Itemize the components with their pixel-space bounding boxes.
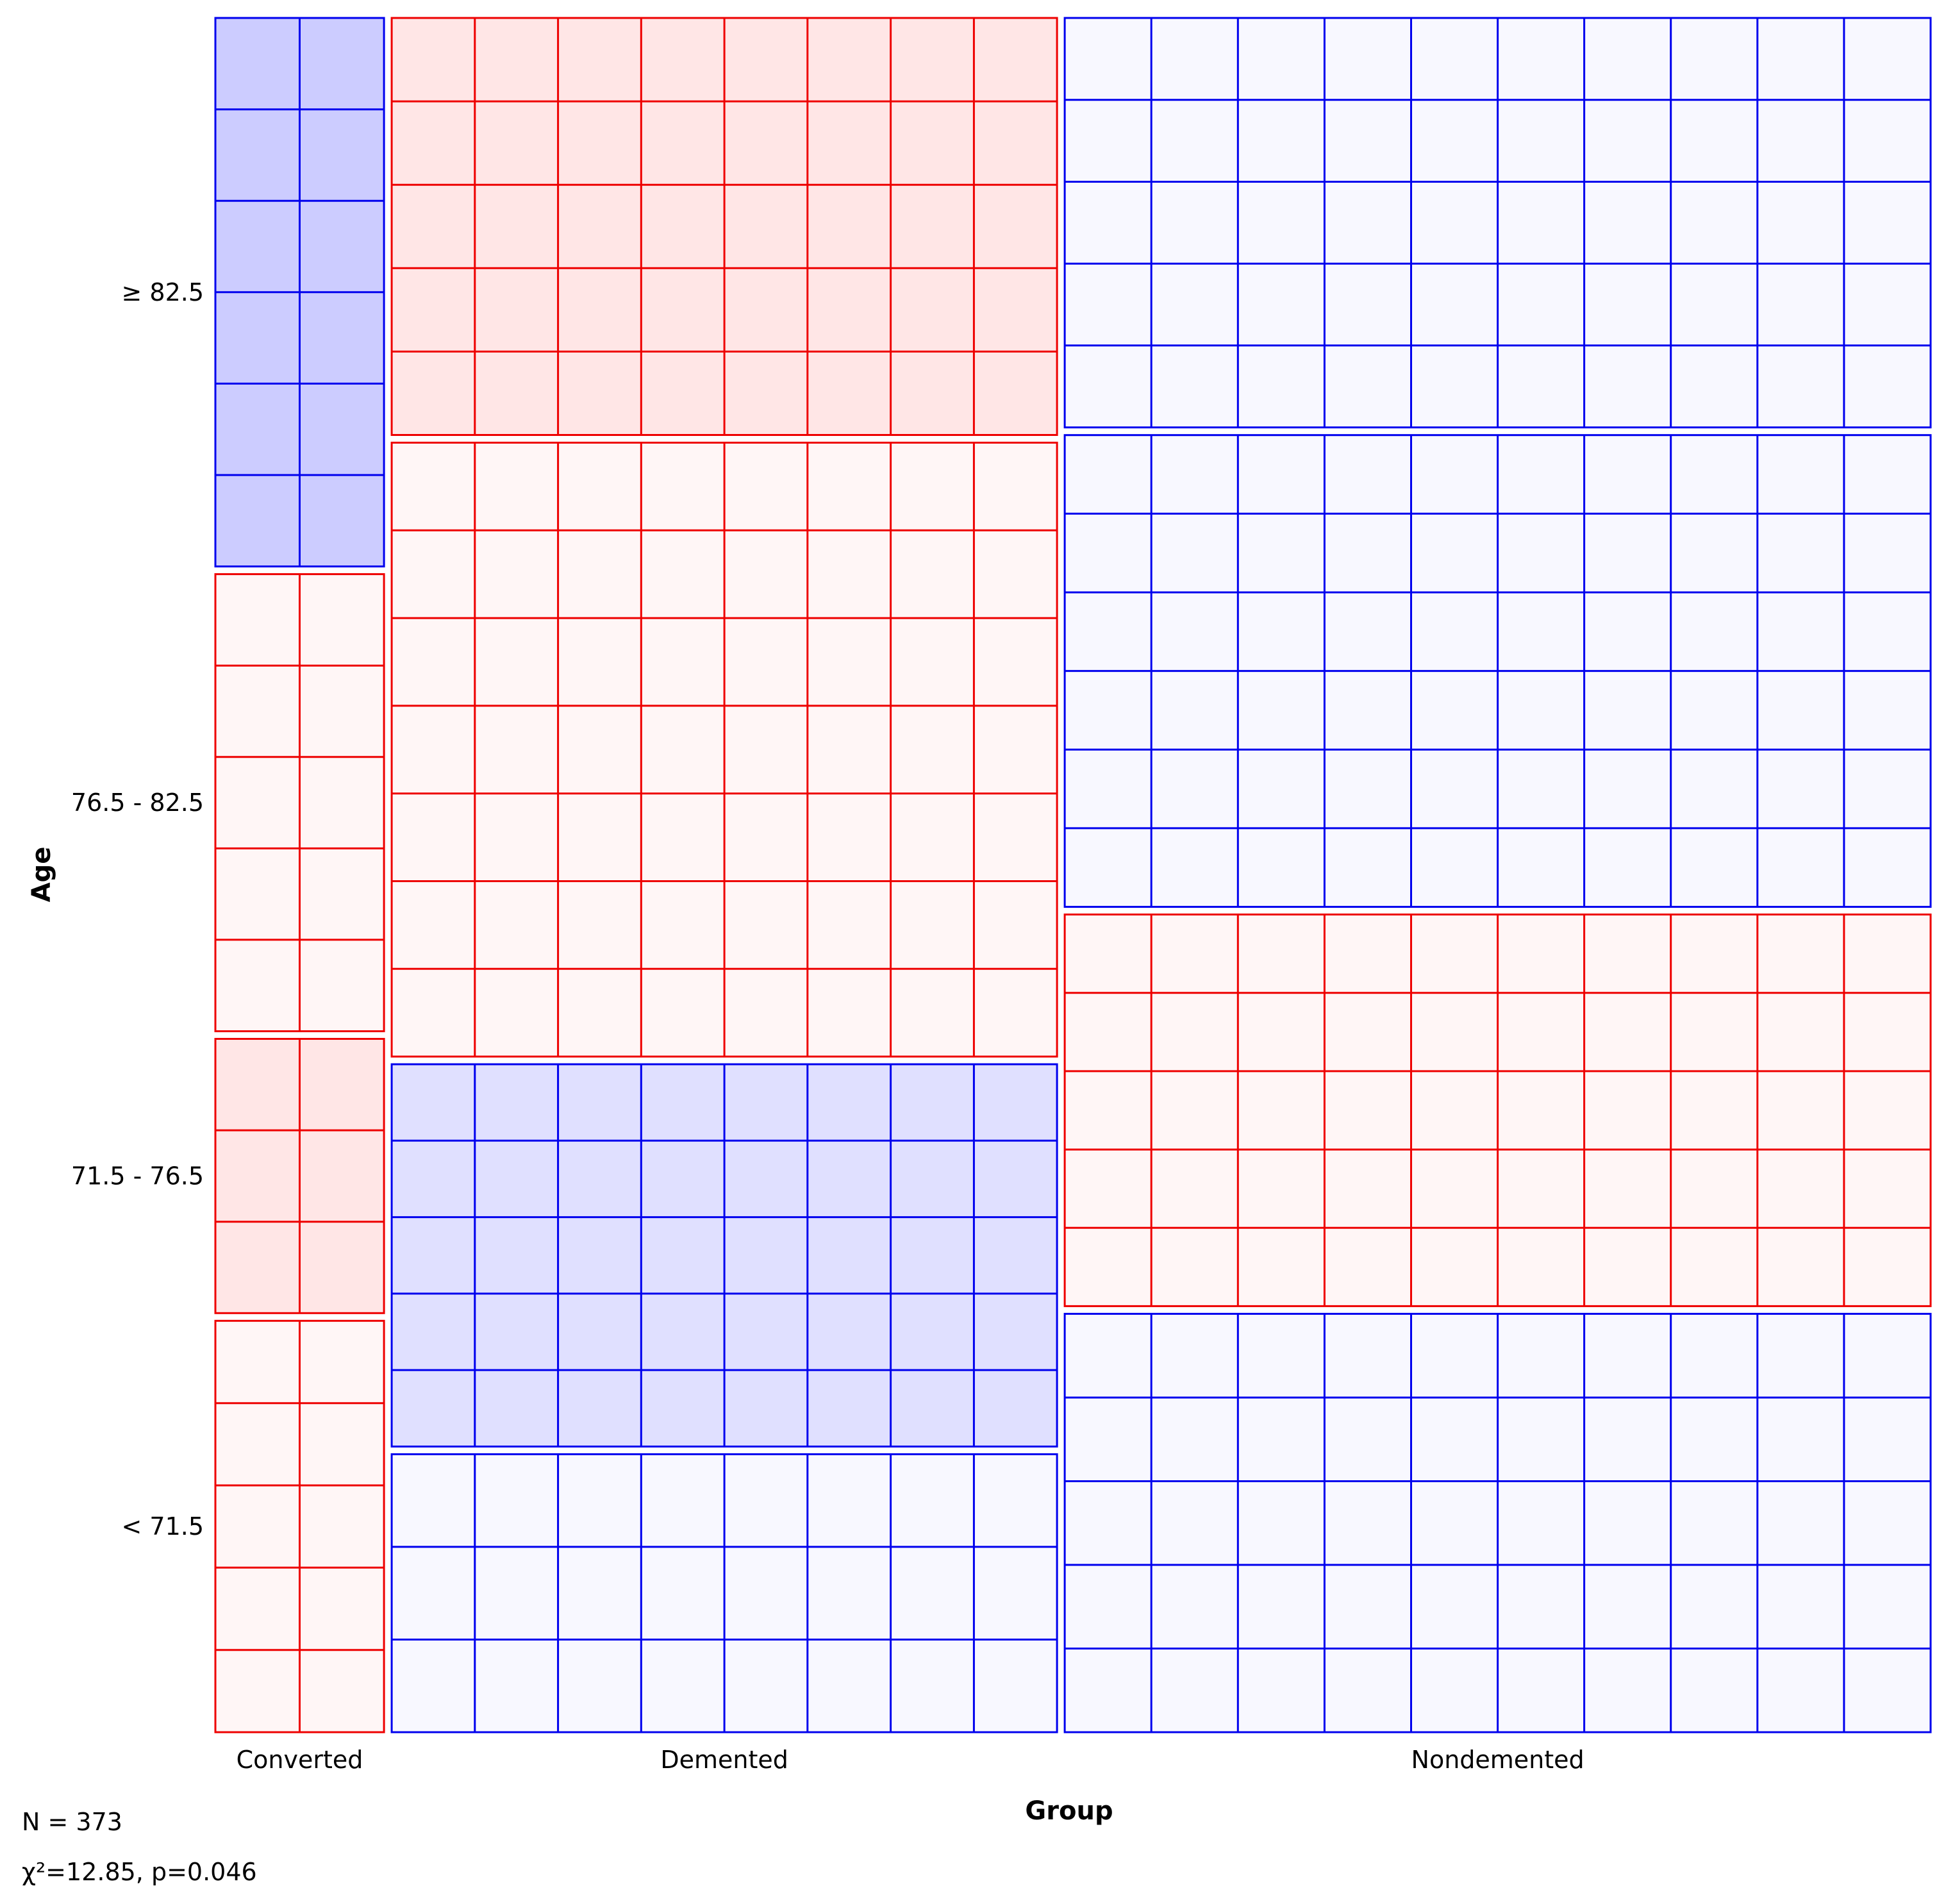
y-tick-labels: ≥ 82.5 76.5 - 82.5 71.5 - 76.5 < 71.5	[71, 278, 204, 1541]
tile-demented-4	[390, 1453, 1058, 1733]
tile-demented-3	[390, 1063, 1058, 1448]
tile-nondemented-2	[1063, 434, 1932, 908]
x-tick-label-converted: Converted	[237, 1746, 363, 1774]
mosaic-tiles	[214, 17, 1932, 1733]
tile-nondemented-3	[1063, 914, 1932, 1307]
sample-size-note: N = 373	[22, 1808, 122, 1836]
tile-nondemented-4	[1063, 1312, 1932, 1733]
y-tick-label-2: 76.5 - 82.5	[71, 789, 204, 817]
tile-converted-3	[214, 1038, 385, 1314]
y-axis-title: Age	[27, 847, 56, 903]
tile-demented-1	[390, 17, 1058, 436]
x-tick-label-demented: Demented	[660, 1746, 788, 1774]
x-tick-label-nondemented: Nondemented	[1411, 1746, 1584, 1774]
x-axis-title: Group	[1025, 1796, 1113, 1826]
y-tick-label-1: ≥ 82.5	[121, 278, 204, 306]
y-tick-label-4: < 71.5	[121, 1512, 204, 1541]
tile-converted-4	[214, 1319, 385, 1733]
chi-square-note: χ²=12.85, p=0.046	[22, 1858, 257, 1886]
tile-converted-1	[214, 17, 385, 568]
tile-demented-2	[390, 442, 1058, 1058]
x-tick-labels: Converted Demented Nondemented	[237, 1746, 1584, 1774]
y-tick-label-3: 71.5 - 76.5	[71, 1162, 204, 1190]
tile-converted-2	[214, 573, 385, 1033]
tile-nondemented-1	[1063, 17, 1932, 429]
